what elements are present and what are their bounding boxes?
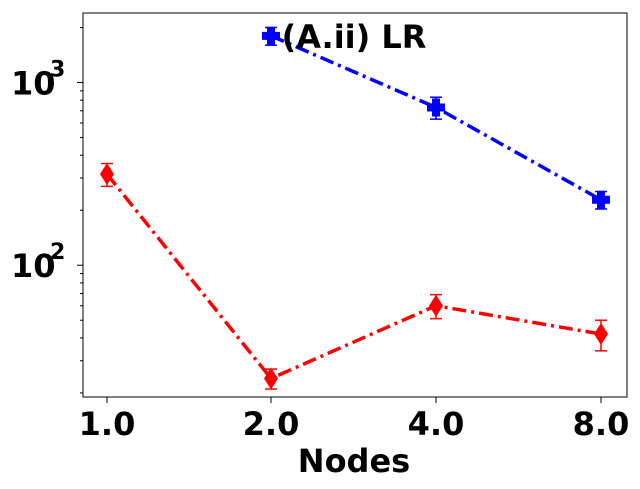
data-point bbox=[427, 96, 445, 120]
y-tick-label-base: 10 bbox=[11, 247, 56, 285]
x-tick-layer: 1.0 2.0 4.0 8.0 bbox=[79, 397, 630, 443]
plus-marker bbox=[427, 98, 445, 117]
diamond-marker bbox=[264, 367, 278, 390]
chart-title: (A.ii) LR bbox=[282, 18, 427, 56]
plus-marker bbox=[262, 26, 280, 45]
x-axis-label: Nodes bbox=[298, 442, 410, 480]
diamond-marker bbox=[594, 323, 608, 346]
y-tick-label-base: 10 bbox=[11, 64, 56, 102]
plus-marker bbox=[592, 190, 610, 209]
data-point bbox=[592, 190, 610, 210]
series-layer bbox=[100, 26, 610, 390]
diamond-marker bbox=[429, 294, 443, 317]
data-point bbox=[262, 26, 280, 46]
diamond-marker bbox=[100, 163, 114, 186]
data-point bbox=[429, 293, 443, 320]
y-tick-label-exponent: 3 bbox=[50, 57, 65, 82]
data-point bbox=[100, 162, 114, 188]
y-tick-label-exponent: 2 bbox=[50, 240, 65, 265]
x-tick-label: 2.0 bbox=[243, 405, 300, 443]
series-line bbox=[105, 173, 602, 381]
x-tick-label: 4.0 bbox=[408, 405, 465, 443]
series-line bbox=[270, 34, 602, 202]
data-point bbox=[264, 367, 278, 390]
x-tick-label: 8.0 bbox=[573, 405, 630, 443]
x-tick-label: 1.0 bbox=[79, 405, 136, 443]
data-point bbox=[594, 319, 608, 352]
plot-frame bbox=[82, 12, 628, 398]
